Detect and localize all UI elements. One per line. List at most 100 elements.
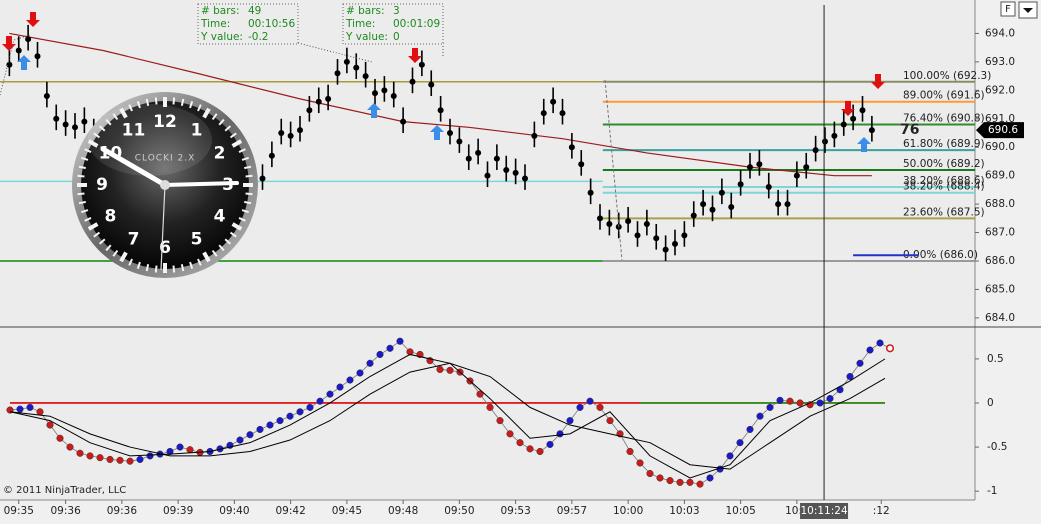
clock-tick bbox=[238, 148, 246, 153]
oscillator-dot bbox=[726, 452, 734, 460]
oscillator-dot bbox=[486, 403, 494, 411]
oscillator-dot bbox=[86, 452, 94, 460]
oscillator-dot bbox=[56, 434, 64, 442]
clock-tick bbox=[218, 118, 225, 126]
bar-close bbox=[606, 221, 613, 228]
info-key: Y value: bbox=[345, 31, 388, 43]
info-value: 3 bbox=[393, 5, 400, 17]
last-price-box bbox=[976, 122, 1024, 139]
x-tick-label: 09:40 bbox=[219, 505, 249, 517]
bar-close bbox=[43, 93, 50, 100]
info-box bbox=[197, 3, 299, 45]
side-label: 76 bbox=[900, 122, 919, 138]
bar-close bbox=[268, 152, 275, 159]
clock-tick bbox=[231, 139, 243, 148]
bar-close bbox=[325, 95, 332, 102]
oscillator-dot bbox=[396, 337, 404, 345]
clock-tick bbox=[128, 104, 133, 112]
bar-close bbox=[662, 246, 669, 253]
oscillator-dot bbox=[536, 447, 544, 456]
oscillator-dot bbox=[626, 447, 634, 456]
bar-close bbox=[747, 164, 753, 171]
bar-close bbox=[840, 121, 847, 128]
oscillator-dot bbox=[596, 403, 604, 411]
clock-numeral: 11 bbox=[122, 120, 146, 140]
clock-tick bbox=[145, 264, 150, 272]
oscillator-dot bbox=[686, 478, 694, 486]
clock-tick bbox=[211, 249, 218, 257]
clock-numeral: 9 bbox=[96, 175, 108, 195]
clock-numeral: 6 bbox=[159, 238, 171, 258]
clock-numeral: 4 bbox=[214, 207, 226, 227]
clock-numeral: 7 bbox=[128, 230, 140, 250]
toolbar-button[interactable] bbox=[1000, 1, 1016, 17]
bar-close bbox=[765, 184, 772, 191]
oscillator-dot bbox=[786, 397, 794, 405]
oscillator-dot bbox=[546, 440, 554, 448]
clock-tick bbox=[98, 125, 106, 132]
clock-tick bbox=[180, 98, 185, 106]
oscillator-dot bbox=[826, 395, 834, 403]
oscillator-dot bbox=[106, 455, 114, 463]
clock-tick bbox=[136, 261, 141, 270]
bar-close bbox=[447, 130, 453, 136]
bar-close bbox=[756, 161, 763, 168]
bar-close bbox=[690, 212, 697, 219]
y-tick-label: 690.0 bbox=[985, 141, 1015, 153]
info-box bbox=[342, 3, 444, 45]
oscillator-dot bbox=[336, 383, 344, 391]
oscillator-dot bbox=[46, 421, 54, 429]
level-label: 100.00% (692.3) bbox=[903, 70, 991, 82]
y-tick-label: 693.0 bbox=[985, 56, 1015, 68]
clock-tick bbox=[119, 107, 128, 119]
bar-close bbox=[775, 201, 782, 208]
crosshair-box bbox=[800, 503, 849, 519]
x-tick-label: 09:53 bbox=[500, 505, 530, 517]
clock-tick bbox=[238, 217, 246, 222]
bar-close bbox=[428, 81, 435, 88]
oscillator-dot bbox=[756, 412, 764, 420]
oscillator-dot bbox=[326, 390, 334, 398]
y-tick-label: 684.0 bbox=[985, 312, 1015, 324]
oscillator-dot bbox=[366, 359, 374, 367]
bar-close bbox=[362, 73, 369, 80]
y-tick-label: 685.0 bbox=[985, 283, 1015, 295]
bar-close bbox=[456, 138, 463, 145]
bar-close bbox=[540, 110, 547, 117]
oscillator-dot bbox=[816, 399, 824, 407]
bar-close bbox=[625, 218, 632, 225]
level-label: 23.60% (687.5) bbox=[903, 206, 985, 218]
clock-tick bbox=[202, 251, 211, 263]
oscillator-dot bbox=[556, 430, 564, 438]
clock-tick bbox=[98, 238, 106, 245]
oscillator-dot bbox=[496, 417, 504, 425]
bar-close bbox=[306, 107, 313, 114]
bar-close bbox=[372, 90, 378, 97]
bar-close bbox=[287, 132, 294, 139]
clock-tick bbox=[211, 113, 218, 121]
oscillator-dot bbox=[356, 369, 364, 377]
bar-close bbox=[409, 78, 416, 85]
clock-tick bbox=[128, 258, 133, 266]
bar-close bbox=[465, 155, 472, 162]
bar-close bbox=[793, 172, 800, 179]
clock-tick bbox=[84, 148, 92, 153]
oscillator-dot bbox=[506, 430, 514, 438]
bar-close bbox=[81, 118, 88, 125]
oscillator-dot bbox=[186, 446, 194, 454]
oscillator-dot bbox=[146, 452, 154, 460]
y-tick-label: 687.0 bbox=[985, 227, 1015, 239]
bar-close bbox=[278, 130, 285, 136]
clock-label: CLOCKI 2.X bbox=[135, 154, 196, 164]
y-tick-label: 694.0 bbox=[985, 27, 1015, 39]
bar-close bbox=[503, 166, 510, 173]
y-tick-label: 692.0 bbox=[985, 84, 1015, 96]
bar-close bbox=[728, 203, 735, 210]
oscillator-dot bbox=[666, 477, 674, 485]
x-tick-label: 09:36 bbox=[107, 505, 138, 517]
bar-close bbox=[531, 132, 538, 139]
bar-close bbox=[812, 147, 819, 154]
x-tick-label: 09:48 bbox=[388, 505, 418, 517]
signal-arrows bbox=[0, 12, 885, 261]
clock-tick bbox=[245, 174, 253, 178]
